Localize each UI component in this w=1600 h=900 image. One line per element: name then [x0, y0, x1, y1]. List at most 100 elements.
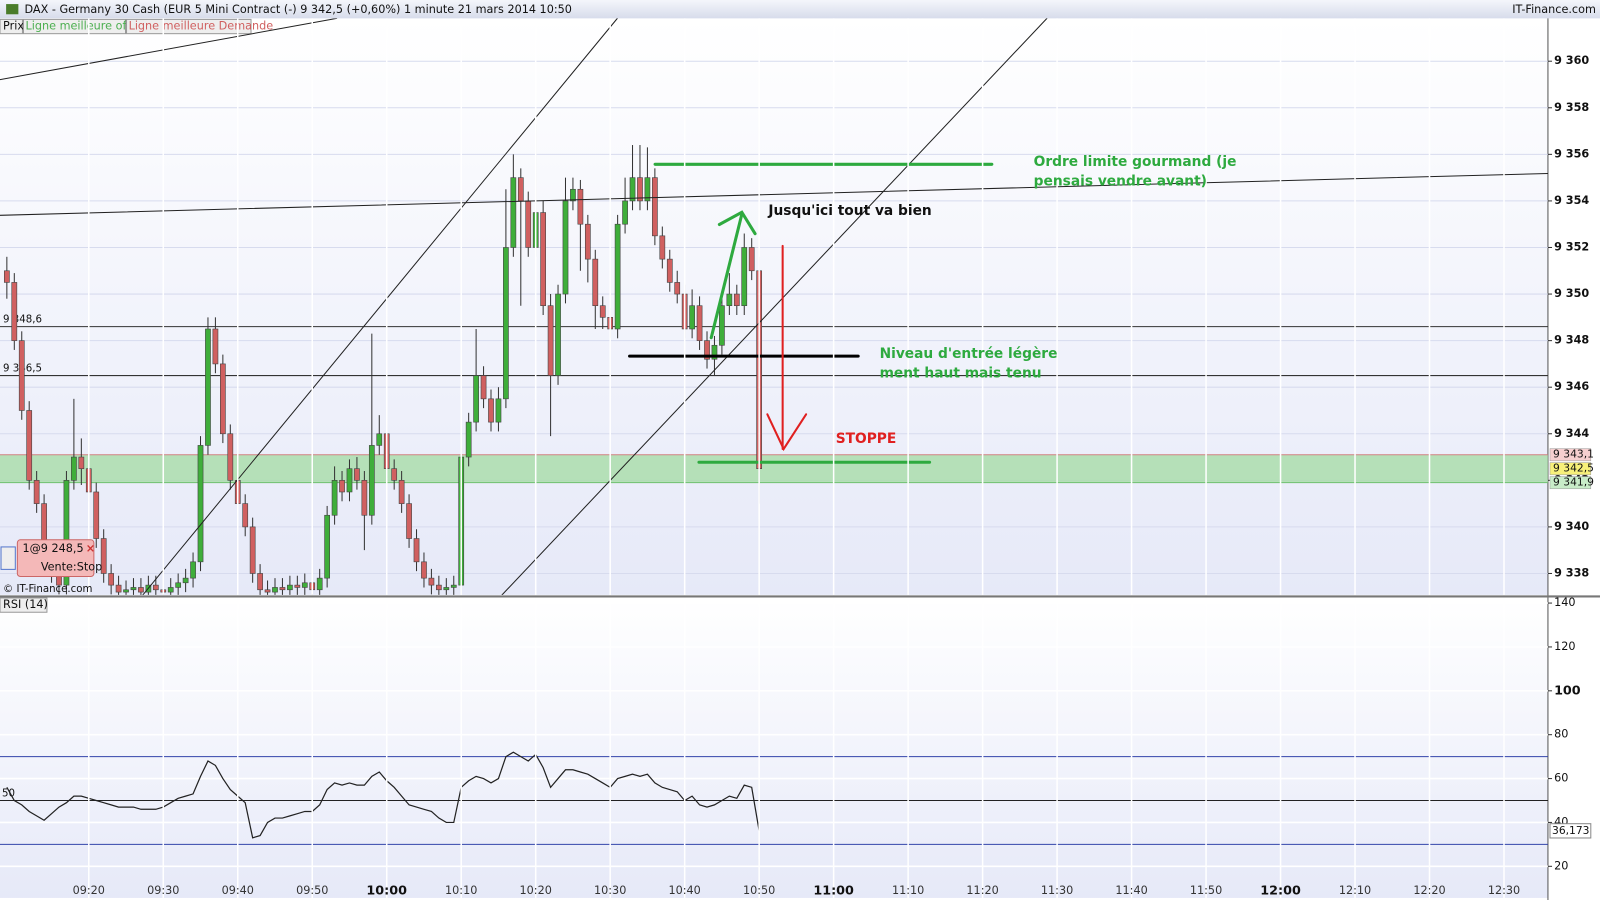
candle-body: [182, 577, 189, 584]
candle-body: [562, 200, 569, 295]
candle-body: [391, 468, 398, 481]
toolbar-button[interactable]: [22, 18, 127, 35]
annotation: STOPPE: [836, 431, 897, 447]
candle-body: [629, 177, 636, 202]
candle-body: [748, 247, 755, 272]
y-tick-label: 9 360: [1554, 54, 1589, 67]
candle-body: [272, 587, 278, 593]
rsi-plot: 50: [0, 602, 1548, 868]
candle-body: [197, 445, 204, 563]
header-source: IT-Finance.com: [1512, 3, 1596, 16]
candle-body: [138, 587, 144, 593]
candle-body: [406, 503, 412, 539]
candle-body: [354, 468, 360, 481]
last-value-box: [1549, 823, 1592, 839]
candle-body: [93, 491, 100, 539]
candle-body: [473, 375, 479, 423]
candle-body: [257, 573, 263, 591]
y-tick-label: 80: [1554, 728, 1568, 741]
x-tick-label: 12:30: [1488, 884, 1520, 897]
toolbar-offer[interactable]: Ligne meilleure offre: [26, 20, 142, 33]
candle-body: [212, 328, 219, 365]
candle-body: [26, 410, 33, 481]
candle-body: [436, 584, 442, 591]
annotation: Ordre limite gourmand (je: [1034, 154, 1237, 170]
candle-body: [190, 561, 196, 579]
candle-body: [689, 305, 695, 330]
trendline: [0, 172, 1548, 216]
up-arrow-head: [717, 210, 757, 236]
candle-body: [704, 340, 710, 360]
x-tick-label: 11:10: [892, 884, 924, 897]
y-tick-label: 60: [1554, 772, 1568, 785]
annotation: Niveau d'entrée légère: [880, 346, 1058, 362]
x-tick-label: 10:50: [743, 884, 775, 897]
candle-body: [346, 468, 353, 493]
toolbar-demand[interactable]: Ligne meilleure Demande: [129, 20, 274, 33]
order-type[interactable]: Vente:Stop: [41, 560, 102, 573]
toolbar-button[interactable]: [126, 18, 252, 35]
order-box[interactable]: [16, 539, 95, 578]
logo: [6, 4, 19, 15]
price-label: 9 342,5: [1553, 462, 1594, 475]
candle-body: [674, 282, 681, 295]
y-tick-label: 9 356: [1554, 147, 1589, 160]
candle-body: [130, 587, 137, 591]
candle-body: [294, 584, 301, 588]
candle-body: [652, 177, 658, 237]
order-close[interactable]: ×: [86, 542, 95, 555]
y-tick-label: 9 358: [1554, 101, 1589, 114]
x-tick-label: 12:00: [1260, 883, 1301, 898]
rsi-panel: [0, 597, 1548, 898]
candle-body: [733, 293, 740, 307]
trendline: [0, 18, 338, 81]
candle-body: [205, 328, 211, 446]
x-tick-label: 11:50: [1190, 884, 1222, 897]
annotation: Jusqu'ici tout va bien: [767, 203, 931, 219]
down-arrow-head: [766, 413, 808, 452]
candle-body: [287, 584, 293, 591]
drawings: [0, 18, 1548, 595]
candle-body: [480, 375, 487, 400]
candle-body: [71, 456, 77, 481]
candle-body: [517, 177, 524, 202]
toolbar-button[interactable]: [0, 18, 23, 35]
y-tick-label: 9 344: [1554, 427, 1589, 440]
axes: 09:20 09:30 09:40 09:50 10:00 10:10 10:20 10:30…: [73, 18, 1594, 898]
candle-body: [264, 589, 271, 593]
candle-body: [227, 433, 234, 481]
candle-body: [503, 247, 509, 400]
candle-body: [637, 177, 643, 202]
candle-body: [711, 344, 718, 360]
y-tick-label: 9 338: [1554, 566, 1589, 579]
order-handle[interactable]: [0, 546, 16, 570]
annotation: pensais vendre avant): [1034, 174, 1207, 190]
candle-body: [376, 433, 383, 446]
x-tick-label: 10:30: [594, 884, 626, 897]
candle-body: [525, 200, 532, 248]
price-label: 9 341,9: [1553, 476, 1594, 489]
candle-body: [301, 582, 308, 588]
annotation: ment haut mais tenu: [880, 365, 1042, 381]
x-tick-label: 11:00: [813, 883, 854, 898]
toolbar-price[interactable]: Prix: [3, 20, 24, 33]
candle-body: [368, 445, 375, 516]
y-tick-label: 9 352: [1554, 240, 1589, 253]
candle-body: [421, 561, 427, 579]
x-tick-label: 10:00: [366, 883, 407, 898]
last-value-label: 36,173: [1552, 824, 1589, 837]
candle-body: [540, 212, 547, 307]
candle-body: [100, 538, 107, 574]
candle-body: [488, 398, 494, 423]
candle-body: [115, 584, 122, 593]
y-tick-label: 9 350: [1554, 287, 1589, 300]
x-tick-label: 12:10: [1339, 884, 1371, 897]
candle-body: [584, 223, 591, 260]
header-bar: [0, 0, 1600, 19]
order-label[interactable]: 1@9 248,5: [22, 542, 83, 555]
candle-body: [279, 587, 286, 591]
candle-body: [108, 573, 114, 586]
candle-body: [11, 282, 18, 341]
bid-ask-zone: [0, 454, 1548, 483]
